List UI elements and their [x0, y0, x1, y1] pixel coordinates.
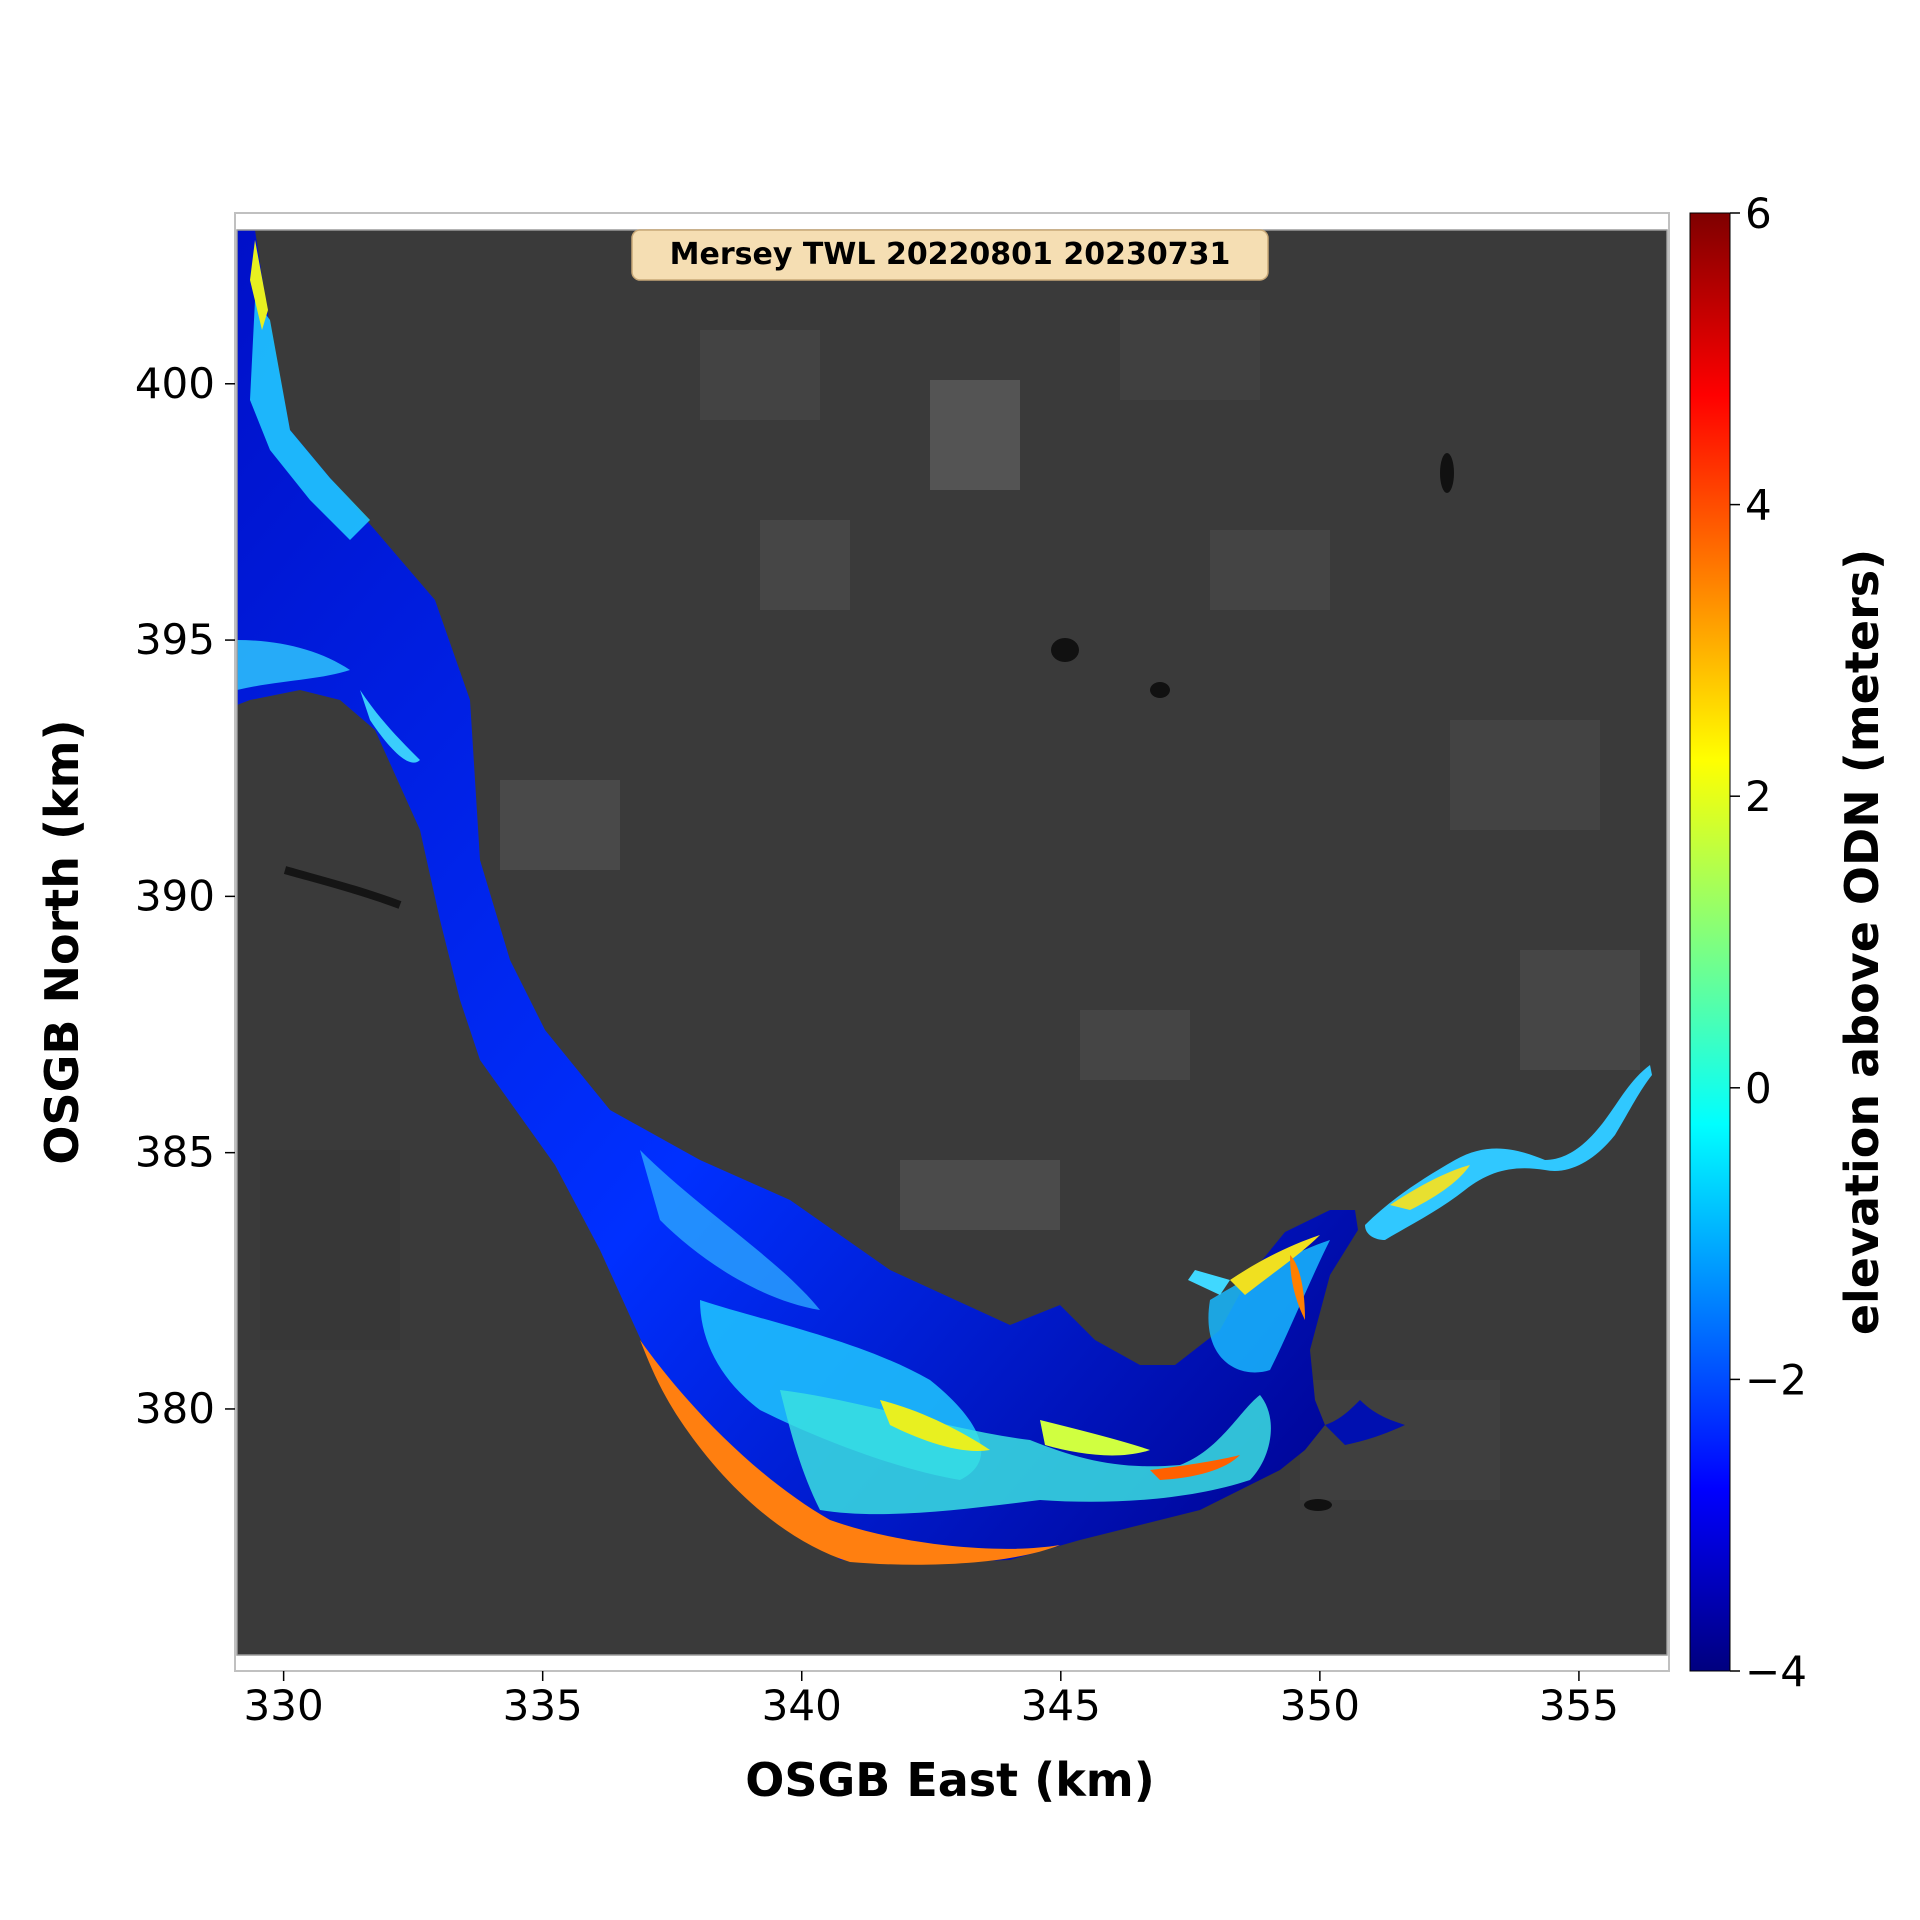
colorbar-ticks: 6 4 2 0 −2 −4 — [1730, 189, 1807, 1696]
title-box: Mersey TWL 20220801 20230731 — [631, 229, 1269, 281]
colorbar-tick-label: −2 — [1745, 1355, 1807, 1404]
y-tick-label: 380 — [135, 1384, 215, 1433]
dark-water-bodies — [283, 453, 1454, 1511]
x-tick-label: 345 — [1021, 1681, 1101, 1730]
colorbar-tick-label: 0 — [1745, 1064, 1772, 1113]
colorbar-tick-label: 2 — [1745, 772, 1772, 821]
y-axis-title: OSGB North (km) — [35, 719, 89, 1164]
colorbar — [1689, 212, 1731, 1672]
y-tick-label: 385 — [135, 1128, 215, 1177]
colorbar-label: elevation above ODN (meters) — [1835, 549, 1889, 1335]
estuary-south-margin — [640, 1340, 1060, 1565]
x-tick-label: 340 — [762, 1681, 842, 1730]
y-tick-label: 395 — [135, 615, 215, 664]
x-axis: 330 335 340 345 350 355 — [244, 1671, 1619, 1730]
x-tick-label: 355 — [1539, 1681, 1619, 1730]
x-tick-label: 335 — [503, 1681, 583, 1730]
x-axis-title: OSGB East (km) — [745, 1753, 1155, 1807]
y-tick-label: 390 — [135, 871, 215, 920]
colorbar-tick-label: 4 — [1745, 481, 1772, 530]
y-tick-label: 400 — [135, 359, 215, 408]
estuary-elevation-layer — [237, 230, 1652, 1565]
x-tick-label: 330 — [244, 1681, 324, 1730]
urban-texture — [260, 300, 1640, 1500]
x-tick-label: 350 — [1280, 1681, 1360, 1730]
y-axis: 380 385 390 395 400 — [135, 359, 235, 1433]
colorbar-tick-label: 6 — [1745, 189, 1772, 238]
upper-mersey-channel — [1365, 1065, 1652, 1240]
map-title: Mersey TWL 20220801 20230731 — [670, 237, 1231, 272]
colorbar-tick-label: −4 — [1745, 1647, 1807, 1696]
